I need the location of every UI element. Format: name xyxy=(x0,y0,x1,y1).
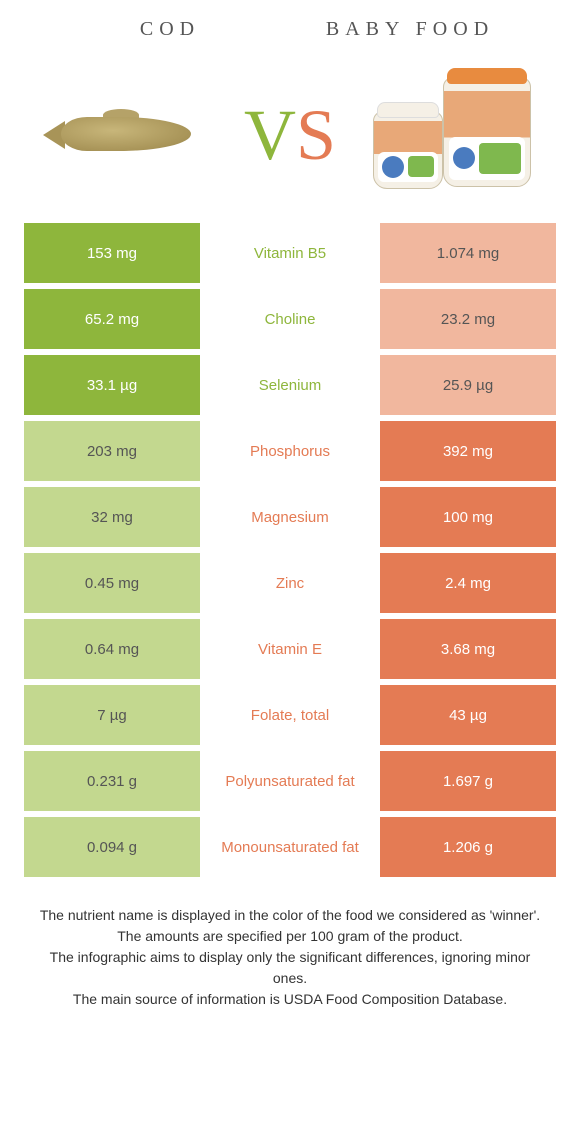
value-right: 1.206 g xyxy=(380,817,556,877)
table-row: 153 mgVitamin B51.074 mg xyxy=(24,223,556,283)
header: COD BABY FOOD xyxy=(0,0,580,45)
value-left: 0.231 g xyxy=(24,751,200,811)
footer-notes: The nutrient name is displayed in the co… xyxy=(34,905,546,1010)
value-left: 32 mg xyxy=(24,487,200,547)
nutrient-name: Choline xyxy=(200,289,380,349)
value-right: 3.68 mg xyxy=(380,619,556,679)
table-row: 203 mgPhosphorus392 mg xyxy=(24,421,556,481)
nutrient-name: Selenium xyxy=(200,355,380,415)
value-left: 7 µg xyxy=(24,685,200,745)
nutrient-name: Monounsaturated fat xyxy=(200,817,380,877)
title-cod: COD xyxy=(50,18,290,41)
value-right: 2.4 mg xyxy=(380,553,556,613)
fish-icon xyxy=(43,107,213,163)
table-row: 33.1 µgSelenium25.9 µg xyxy=(24,355,556,415)
table-row: 32 mgMagnesium100 mg xyxy=(24,487,556,547)
nutrient-name: Phosphorus xyxy=(200,421,380,481)
vs-label: VS xyxy=(244,99,336,171)
value-left: 33.1 µg xyxy=(24,355,200,415)
value-right: 1.074 mg xyxy=(380,223,556,283)
value-left: 65.2 mg xyxy=(24,289,200,349)
vs-v: V xyxy=(244,95,296,175)
nutrient-name: Zinc xyxy=(200,553,380,613)
value-left: 0.64 mg xyxy=(24,619,200,679)
value-right: 25.9 µg xyxy=(380,355,556,415)
value-right: 100 mg xyxy=(380,487,556,547)
table-row: 0.64 mgVitamin E3.68 mg xyxy=(24,619,556,679)
vs-s: S xyxy=(296,95,336,175)
value-left: 153 mg xyxy=(24,223,200,283)
hero-row: VS xyxy=(0,45,580,223)
nutrient-name: Magnesium xyxy=(200,487,380,547)
table-row: 0.094 gMonounsaturated fat1.206 g xyxy=(24,817,556,877)
value-left: 0.094 g xyxy=(24,817,200,877)
jars-icon xyxy=(367,75,537,195)
nutrient-table: 153 mgVitamin B51.074 mg65.2 mgCholine23… xyxy=(24,223,556,877)
value-right: 392 mg xyxy=(380,421,556,481)
nutrient-name: Polyunsaturated fat xyxy=(200,751,380,811)
footer-line: The amounts are specified per 100 gram o… xyxy=(34,926,546,947)
cod-image xyxy=(20,107,236,163)
value-left: 203 mg xyxy=(24,421,200,481)
value-right: 43 µg xyxy=(380,685,556,745)
table-row: 65.2 mgCholine23.2 mg xyxy=(24,289,556,349)
footer-line: The infographic aims to display only the… xyxy=(34,947,546,989)
footer-line: The main source of information is USDA F… xyxy=(34,989,546,1010)
table-row: 7 µgFolate, total43 µg xyxy=(24,685,556,745)
table-row: 0.231 gPolyunsaturated fat1.697 g xyxy=(24,751,556,811)
title-babyfood: BABY FOOD xyxy=(290,18,530,41)
nutrient-name: Folate, total xyxy=(200,685,380,745)
nutrient-name: Vitamin B5 xyxy=(200,223,380,283)
value-right: 1.697 g xyxy=(380,751,556,811)
nutrient-name: Vitamin E xyxy=(200,619,380,679)
babyfood-image xyxy=(344,75,560,195)
value-right: 23.2 mg xyxy=(380,289,556,349)
footer-line: The nutrient name is displayed in the co… xyxy=(34,905,546,926)
value-left: 0.45 mg xyxy=(24,553,200,613)
table-row: 0.45 mgZinc2.4 mg xyxy=(24,553,556,613)
